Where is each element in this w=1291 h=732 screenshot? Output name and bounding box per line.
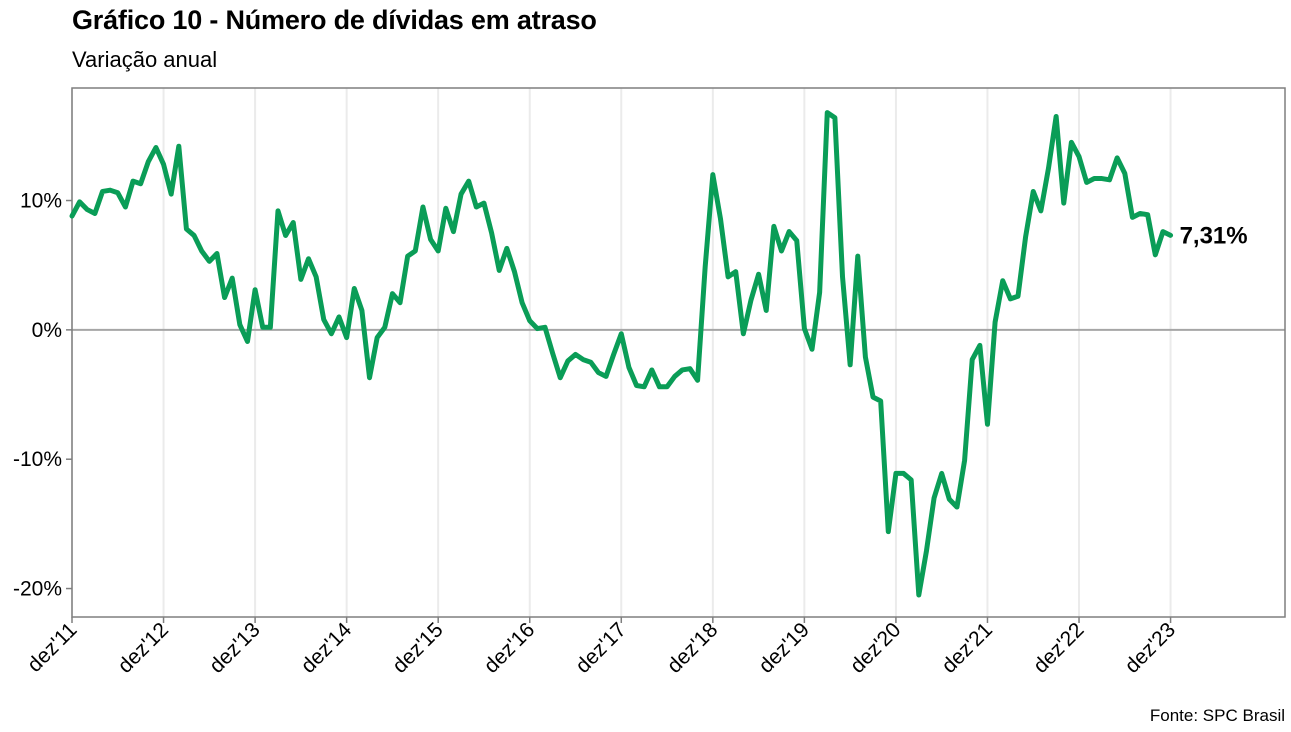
y-tick-label: -10% [13,448,62,471]
y-tick-label: -20% [13,578,62,601]
x-tick-label: dez'21 [937,618,997,678]
x-tick-label: dez'15 [388,618,448,678]
x-tick-label: dez'23 [1121,618,1181,678]
x-tick-label: dez'14 [297,618,357,678]
chart-title: Gráfico 10 - Número de dívidas em atraso [72,5,597,35]
x-tick-label: dez'16 [480,618,540,678]
x-tick-label: dez'19 [754,618,814,678]
x-tick-label: dez'13 [205,618,265,678]
y-tick-label: 0% [32,319,62,342]
x-tick-label: dez'20 [846,618,906,678]
source-note: Fonte: SPC Brasil [1149,706,1285,725]
x-tick-label: dez'17 [571,618,631,678]
chart-subtitle: Variação anual [72,47,218,72]
y-tick-label: 10% [20,190,62,213]
plot-frame [71,87,1286,618]
x-tick-label: dez'22 [1029,618,1089,678]
x-tick-label: dez'18 [663,618,723,678]
x-tick-label: dez'12 [114,618,174,678]
end-value-label: 7,31% [1180,222,1248,249]
series-line [69,110,1174,598]
x-tick-label: dez'11 [23,618,81,676]
